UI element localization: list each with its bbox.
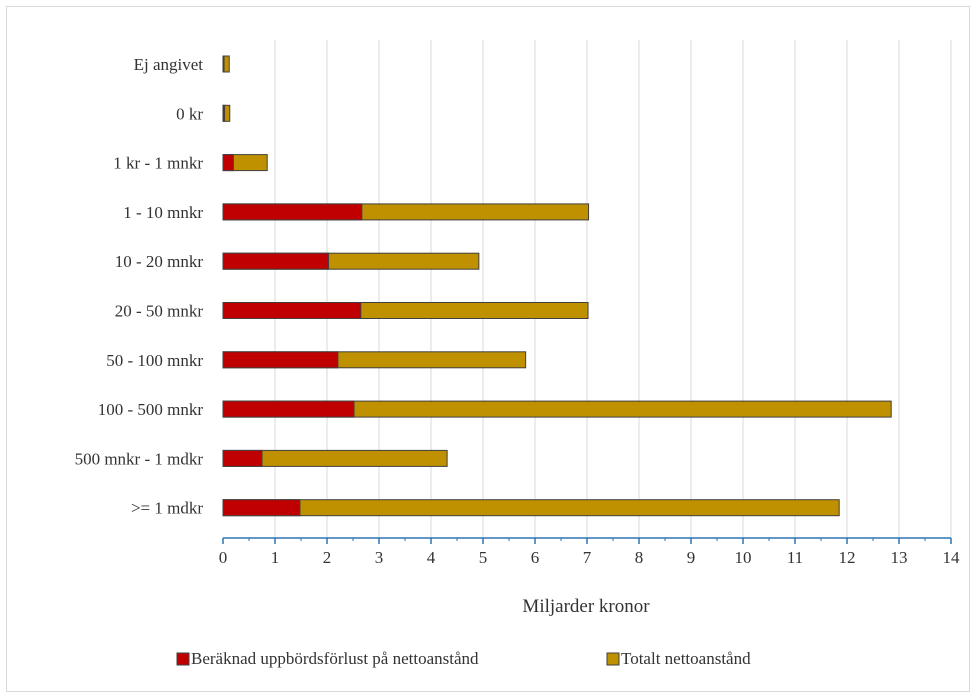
- x-tick-label: 4: [427, 548, 436, 567]
- bar-total: [222, 499, 840, 517]
- x-tick-label: 10: [735, 548, 752, 567]
- x-tick-label: 6: [531, 548, 540, 567]
- x-tick-label: 2: [323, 548, 332, 567]
- x-tick-label: 9: [687, 548, 696, 567]
- x-tick-label: 7: [583, 548, 592, 567]
- category-label: 500 mnkr - 1 mdkr: [75, 449, 204, 468]
- x-tick-label: 14: [943, 548, 961, 567]
- x-tick-label: 12: [839, 548, 856, 567]
- category-label: 100 - 500 mnkr: [98, 400, 204, 419]
- x-tick-label: 0: [219, 548, 228, 567]
- bar-loss: [222, 104, 226, 122]
- category-label: 1 kr - 1 mnkr: [113, 154, 203, 173]
- category-label: 20 - 50 mnkr: [115, 302, 204, 321]
- legend: Beräknad uppbördsförlust på nettoanstånd…: [176, 649, 751, 668]
- category-label: 10 - 20 mnkr: [115, 252, 204, 271]
- category-label: 1 - 10 mnkr: [123, 203, 203, 222]
- chart-frame: [6, 6, 970, 692]
- bar-loss: [222, 449, 263, 467]
- legend-swatch: [606, 652, 620, 666]
- x-axis-title: Miljarder kronor: [522, 596, 650, 617]
- x-tick-label: 5: [479, 548, 488, 567]
- category-label: 0 kr: [176, 104, 203, 123]
- x-tick-label: 13: [891, 548, 908, 567]
- category-label: 50 - 100 mnkr: [106, 351, 203, 370]
- bar-loss: [222, 351, 339, 369]
- x-tick-label: 8: [635, 548, 644, 567]
- x-tick-label: 11: [787, 548, 803, 567]
- legend-label: Totalt nettoanstånd: [621, 649, 751, 668]
- bar-loss: [222, 154, 234, 172]
- category-label: >= 1 mdkr: [131, 499, 203, 518]
- category-label: Ej angivet: [134, 55, 204, 74]
- x-tick-label: 1: [271, 548, 280, 567]
- bar-loss: [222, 55, 225, 73]
- bar-loss: [222, 302, 362, 319]
- bar-loss: [222, 203, 363, 221]
- category-labels: Ej angivet 0 kr 1 kr - 1 mnkr 1 - 10 mnkr 10…: [75, 55, 204, 518]
- legend-swatch: [176, 652, 190, 666]
- x-axis: 0 1 2 3 4 5 6 7 8 9 10 11 12 13 14: [219, 537, 961, 567]
- x-tick-label: 3: [375, 548, 384, 567]
- bar-loss: [222, 252, 330, 270]
- bars: [222, 55, 892, 517]
- bar-loss: [222, 499, 301, 517]
- bar-loss: [222, 400, 355, 418]
- legend-label: Beräknad uppbördsförlust på nettoanstånd: [191, 649, 479, 668]
